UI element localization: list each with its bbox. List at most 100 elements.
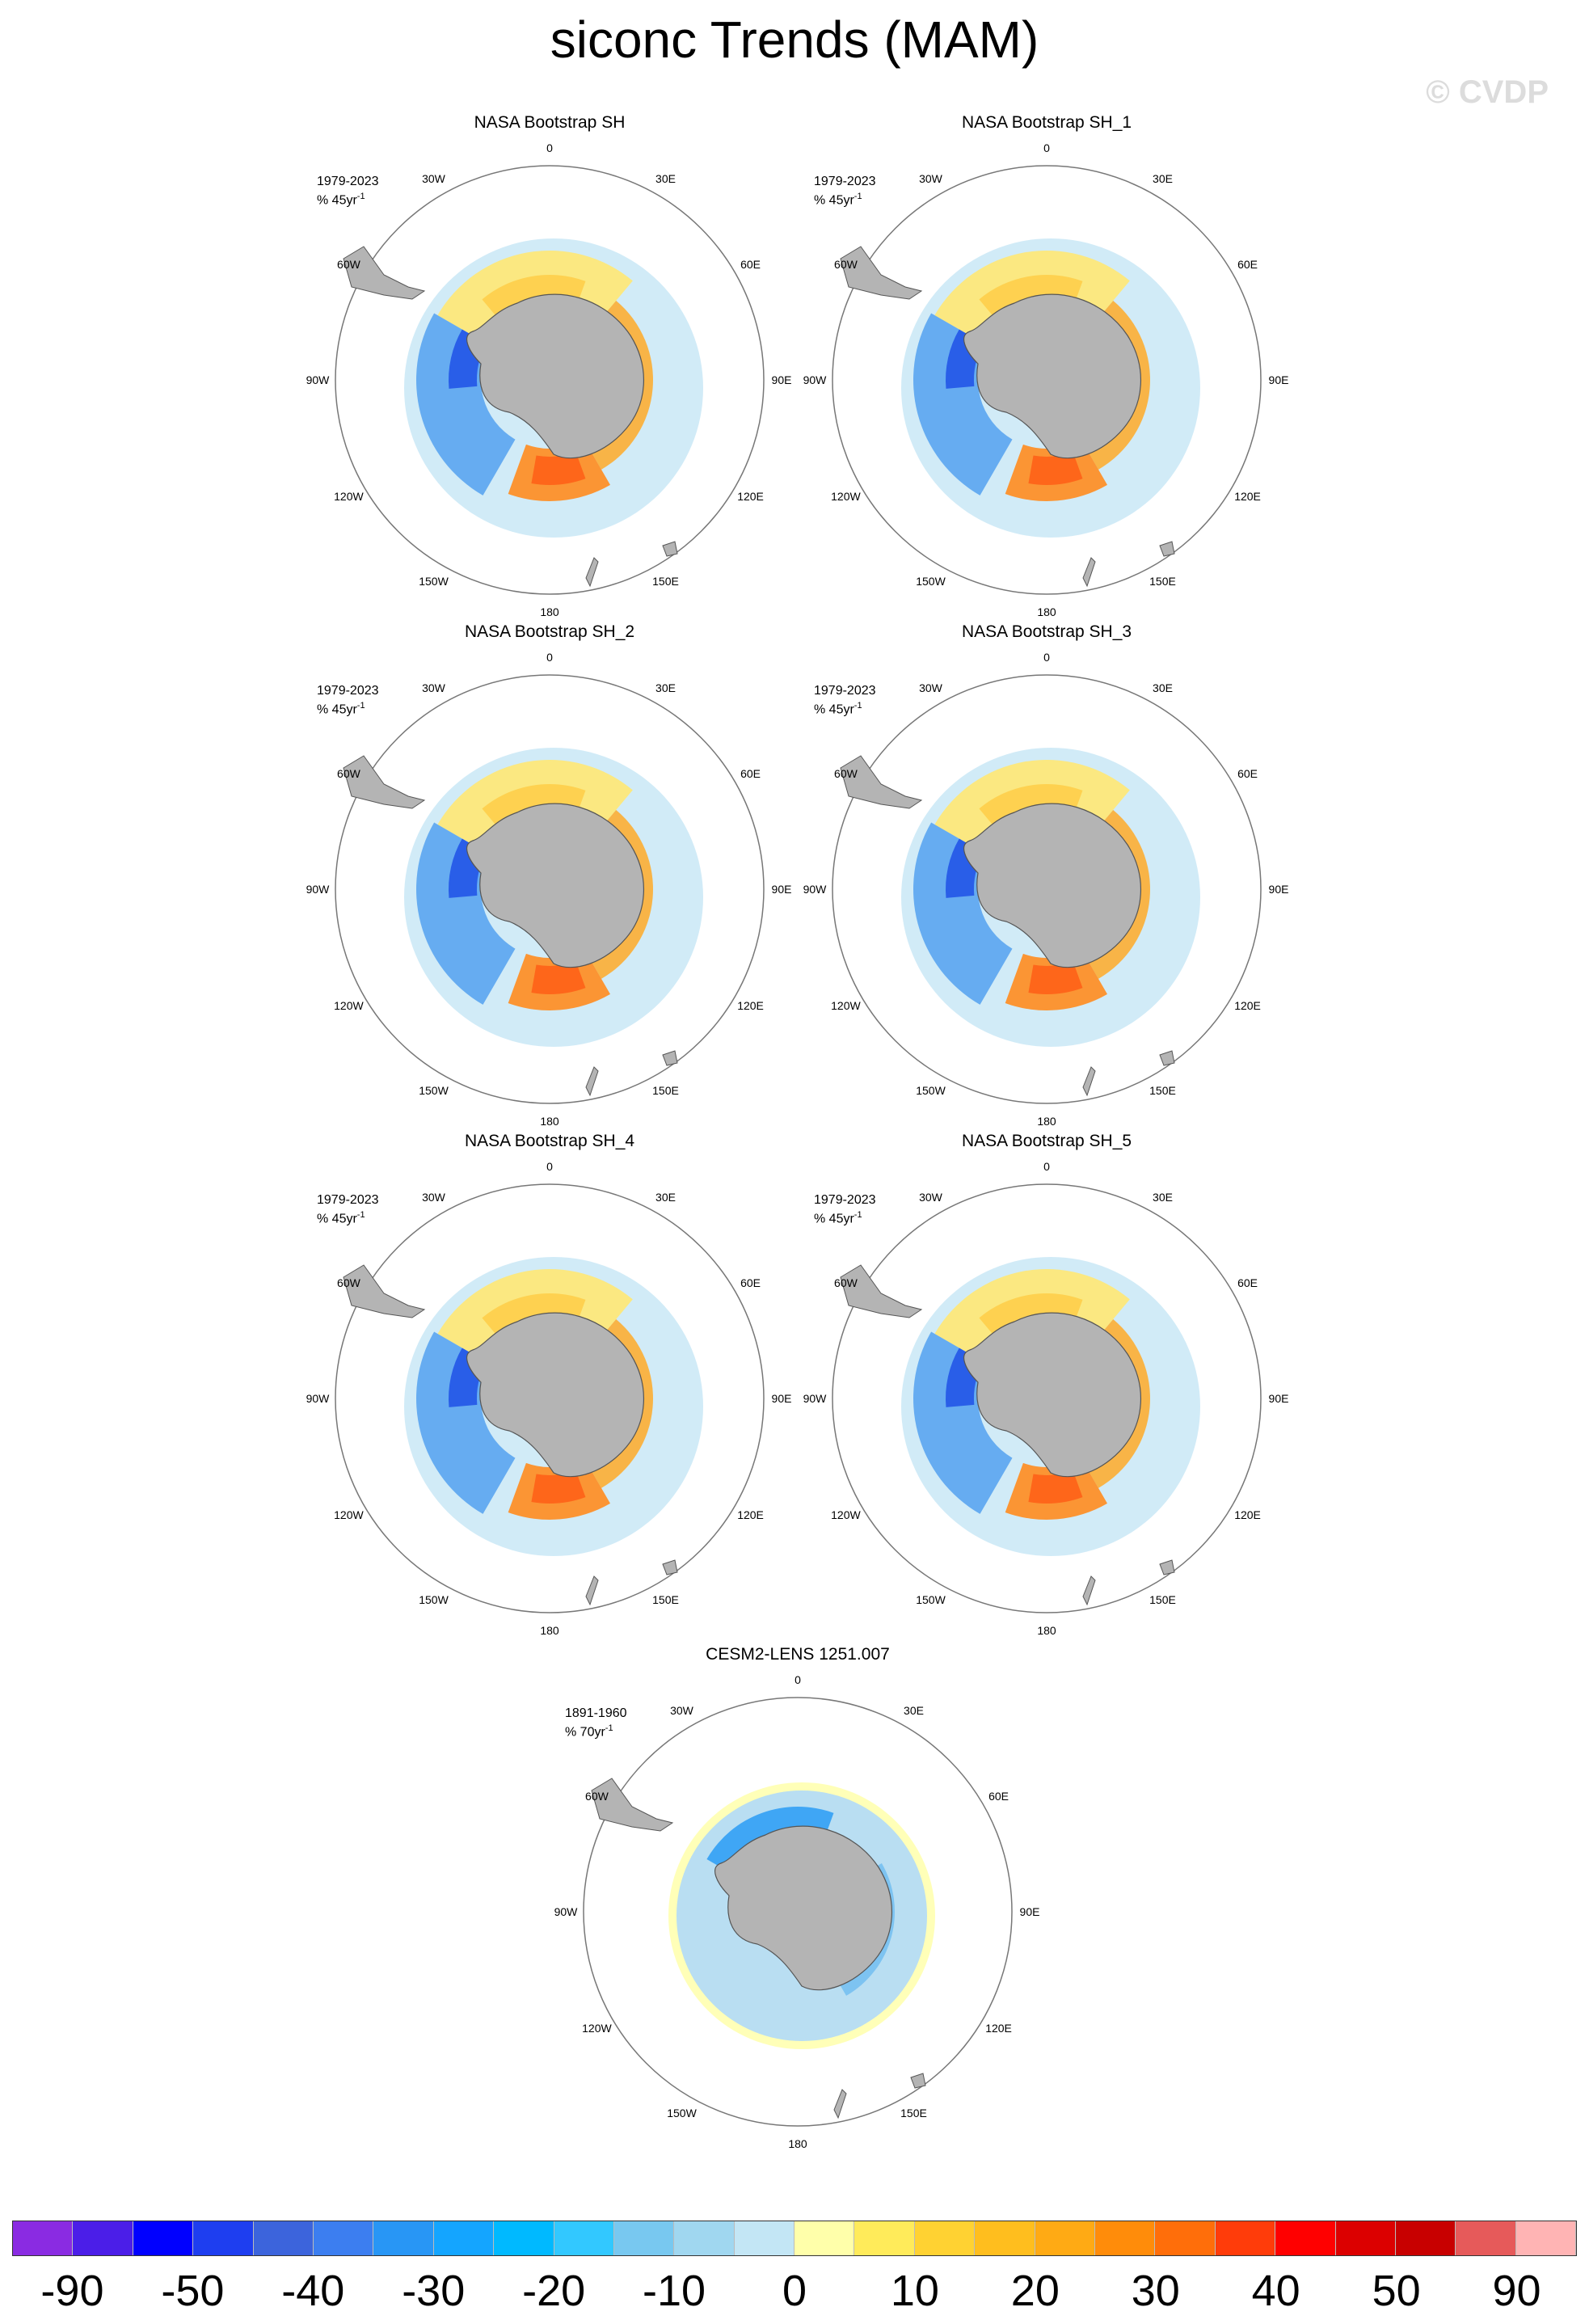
longitude-label: 0 — [1043, 141, 1050, 154]
longitude-label: 60W — [834, 257, 858, 271]
longitude-label: 180 — [1037, 1115, 1056, 1128]
polar-map — [335, 165, 765, 595]
colorbar-cell — [734, 2221, 795, 2255]
colorbar-tick-label: -30 — [402, 2267, 466, 2315]
trend-band-ross-core — [531, 961, 586, 994]
tasmania-landmass — [910, 2073, 926, 2089]
longitude-label: 30W — [919, 1191, 942, 1204]
units-label: % 45yr-1 — [814, 1208, 876, 1226]
longitude-label: 30E — [904, 1704, 924, 1718]
tasmania-landmass — [662, 541, 678, 557]
longitude-label: 180 — [1037, 1624, 1056, 1637]
longitude-label: 0 — [546, 141, 553, 154]
trend-band-amundsen — [913, 1331, 1013, 1514]
longitude-label: 90W — [554, 1905, 578, 1918]
longitude-label: 90W — [306, 883, 330, 896]
period-units-label: 1979-2023% 45yr-1 — [814, 174, 876, 208]
longitude-label: 30E — [655, 1191, 676, 1204]
longitude-label: 120W — [334, 1508, 364, 1521]
watermark: © CVDP — [1426, 74, 1549, 110]
longitude-label: 150E — [652, 1083, 679, 1097]
longitude-label: 120E — [737, 489, 764, 503]
units-text: % 70yr — [565, 1725, 605, 1740]
longitude-label: 60W — [834, 766, 858, 780]
longitude-label: 150W — [419, 1083, 449, 1097]
tasmania-landmass — [1159, 1050, 1175, 1066]
units-exponent: -1 — [854, 701, 862, 711]
south-america-landmass — [840, 246, 923, 300]
new-zealand-landmass — [585, 1575, 599, 1606]
longitude-label: 120W — [334, 998, 364, 1012]
colorbar-cell — [1215, 2221, 1276, 2255]
colorbar-cell — [613, 2221, 675, 2255]
colorbar-tick-label: 50 — [1372, 2267, 1421, 2315]
longitude-label: 180 — [540, 1624, 559, 1637]
colorbar-tick-label: 20 — [1010, 2267, 1060, 2315]
south-america-landmass — [343, 1264, 426, 1318]
tasmania-landmass — [662, 1050, 678, 1066]
colorbar-cell — [674, 2221, 735, 2255]
trend-band-east — [590, 1318, 654, 1488]
trend-band-amundsen — [913, 822, 1013, 1005]
colorbar — [12, 2221, 1577, 2256]
longitude-label: 120E — [985, 2021, 1012, 2035]
longitude-label: 150W — [419, 1592, 449, 1606]
colorbar-cell — [554, 2221, 614, 2255]
longitude-label: 180 — [540, 1115, 559, 1128]
colorbar-tick-label: 40 — [1251, 2267, 1300, 2315]
units-exponent: -1 — [854, 192, 862, 201]
new-zealand-landmass — [1082, 557, 1096, 588]
period-label: 1979-2023 — [814, 684, 876, 698]
units-text: % 45yr — [814, 1212, 854, 1226]
period-label: 1979-2023 — [317, 684, 379, 698]
longitude-label: 90E — [771, 373, 792, 386]
longitude-label: 120E — [737, 1508, 764, 1521]
polar-map — [832, 165, 1262, 595]
longitude-label: 90E — [1268, 373, 1289, 386]
trend-band-east — [590, 809, 654, 979]
colorbar-cell — [13, 2221, 74, 2255]
longitude-label: 90W — [306, 1392, 330, 1405]
longitude-label: 60E — [1237, 766, 1258, 780]
longitude-label: 120W — [582, 2021, 612, 2035]
new-zealand-landmass — [833, 2089, 847, 2119]
map-panel: NASA Bootstrap SH_5 0 30E 60E 90E 120E 150E 180… — [772, 1132, 1321, 1641]
colorbar-tick-label: -90 — [40, 2267, 104, 2315]
units-text: % 45yr — [814, 193, 854, 208]
longitude-label: 150W — [916, 574, 946, 588]
longitude-label: 60E — [740, 1276, 761, 1289]
units-text: % 45yr — [317, 702, 357, 717]
longitude-label: 90E — [1268, 1392, 1289, 1405]
longitude-label: 90W — [803, 1392, 827, 1405]
new-zealand-landmass — [1082, 1066, 1096, 1097]
polar-map — [335, 1183, 765, 1613]
panel-title: NASA Bootstrap SH_1 — [961, 113, 1132, 132]
south-america-landmass — [840, 1264, 923, 1318]
colorbar-cell — [1395, 2221, 1456, 2255]
units-exponent: -1 — [356, 192, 365, 201]
colorbar-cell — [1095, 2221, 1156, 2255]
antarctica-landmass — [466, 293, 644, 459]
longitude-label: 150E — [652, 1592, 679, 1606]
trend-band-east — [1087, 809, 1150, 979]
colorbar-tick-label: 0 — [782, 2267, 807, 2315]
figure-title: siconc Trends (MAM) — [550, 11, 1039, 69]
colorbar-cell — [854, 2221, 915, 2255]
period-units-label: 1979-2023% 45yr-1 — [317, 683, 379, 717]
colorbar-cell — [1456, 2221, 1516, 2255]
longitude-label: 60W — [585, 1789, 609, 1803]
units-label: % 70yr-1 — [565, 1721, 627, 1740]
colorbar-cell — [1035, 2221, 1096, 2255]
period-label: 1891-1960 — [565, 1706, 627, 1720]
trend-band-ross-core — [1028, 452, 1083, 485]
longitude-label: 0 — [794, 1673, 801, 1686]
longitude-label: 60E — [988, 1789, 1009, 1803]
polar-map — [832, 1183, 1262, 1613]
period-units-label: 1979-2023% 45yr-1 — [814, 1192, 876, 1226]
colorbar-cell — [1515, 2221, 1577, 2255]
colorbar-cell — [914, 2221, 976, 2255]
colorbar-cell — [193, 2221, 254, 2255]
colorbar-tick-label: -10 — [643, 2267, 706, 2315]
colorbar-cell — [494, 2221, 554, 2255]
units-text: % 45yr — [317, 193, 357, 208]
